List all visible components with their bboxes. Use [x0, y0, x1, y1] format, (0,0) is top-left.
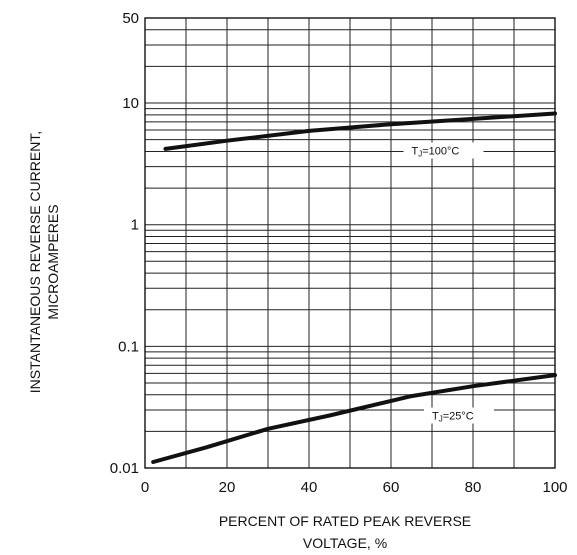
- x-axis-title-line-2: VOLTAGE, %: [303, 535, 387, 551]
- y-tick-label: 10: [122, 95, 139, 112]
- x-tick-label: 60: [383, 479, 400, 496]
- series-line-1: [163, 111, 557, 151]
- tick-labels: 0.01 0.1 1 10 50 0 20 40 60 80 100: [110, 10, 568, 496]
- curve-labels: TJ=100°C TJ=25°C: [403, 142, 494, 424]
- y-axis-title-line-1: INSTANTANEOUS REVERSE CURRENT,: [27, 131, 43, 393]
- curve-label-bg: [403, 142, 484, 159]
- axis-frame: [144, 17, 556, 469]
- y-tick-label: 1: [131, 217, 139, 234]
- curve-label-2: TJ=25°C: [432, 411, 474, 424]
- x-tick-label: 0: [141, 479, 149, 496]
- series-line-2: [151, 373, 557, 464]
- y-tick-label: 50: [122, 10, 139, 27]
- x-tick-label: 20: [219, 479, 236, 496]
- curve-label-1: TJ=100°C: [412, 145, 460, 158]
- curve-label-bg: [424, 407, 494, 424]
- x-tick-label: 100: [542, 479, 567, 496]
- series-layer: [151, 111, 557, 464]
- grid: [144, 17, 556, 469]
- x-axis-title-line-1: PERCENT OF RATED PEAK REVERSE: [219, 513, 471, 529]
- y-tick-label: 0.01: [110, 460, 139, 477]
- x-tick-label: 40: [301, 479, 318, 496]
- y-axis-title-line-2: MICROAMPERES: [45, 204, 61, 319]
- x-tick-label: 80: [465, 479, 482, 496]
- plot-frame: [144, 17, 556, 469]
- y-tick-label: 0.1: [118, 338, 139, 355]
